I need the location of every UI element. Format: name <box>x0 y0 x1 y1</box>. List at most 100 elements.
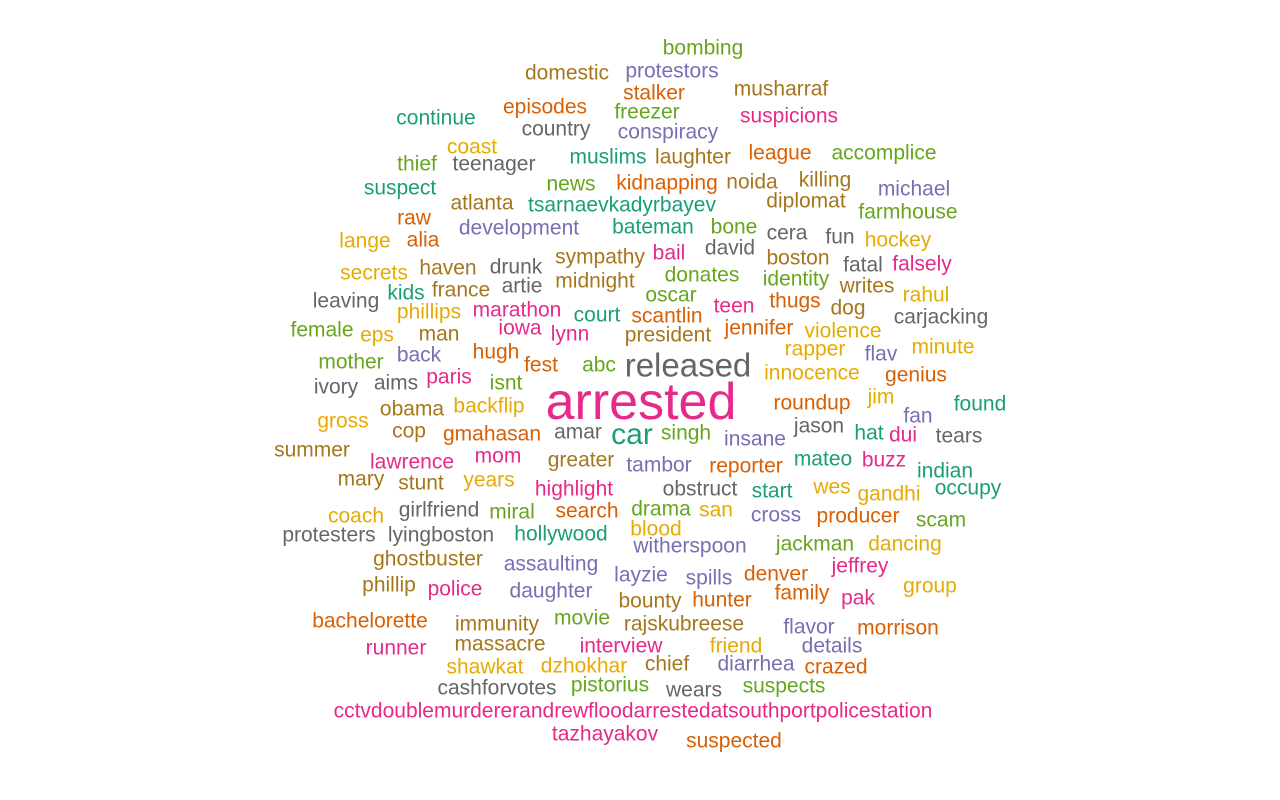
word-10: suspicions <box>739 104 839 128</box>
word-163: details <box>801 634 863 658</box>
word-55: writes <box>839 274 895 298</box>
word-69: man <box>418 322 460 346</box>
word-134: hollywood <box>514 522 608 546</box>
word-89: jim <box>867 385 895 409</box>
word-85: ivory <box>313 375 359 399</box>
word-158: morrison <box>857 616 939 640</box>
word-56: rahul <box>902 283 950 307</box>
word-64: teen <box>713 294 755 318</box>
word-35: bateman <box>612 215 694 239</box>
word-54: identity <box>762 267 830 291</box>
word-99: amar <box>554 420 602 444</box>
word-149: bounty <box>618 589 682 613</box>
word-53: donates <box>664 263 740 287</box>
word-124: girlfriend <box>398 498 480 522</box>
word-30: diplomat <box>766 189 846 213</box>
word-57: leaving <box>312 289 380 313</box>
word-17: thief <box>397 152 437 176</box>
word-8: episodes <box>502 95 588 119</box>
word-90: found <box>953 392 1007 416</box>
word-83: innocence <box>764 361 860 385</box>
word-74: violence <box>804 319 882 343</box>
word-173: cctvdoublemurdererandrewfloodarrestedats… <box>333 699 933 723</box>
word-98: gmahasan <box>442 422 542 446</box>
word-150: hunter <box>692 588 752 612</box>
word-11: continue <box>396 106 476 130</box>
word-84: genius <box>885 363 947 387</box>
word-121: gandhi <box>857 482 921 506</box>
word-43: drunk <box>489 255 543 279</box>
word-87: paris <box>426 365 472 389</box>
word-24: noida <box>726 170 778 194</box>
word-27: raw <box>397 206 431 230</box>
word-25: killing <box>798 168 852 192</box>
word-135: blood <box>630 517 682 541</box>
word-175: suspected <box>686 729 782 753</box>
word-94: obama <box>379 397 445 421</box>
word-20: laughter <box>655 145 731 169</box>
word-174: tazhayakov <box>551 722 659 746</box>
word-101: insane <box>724 427 786 451</box>
word-145: layzie <box>614 563 668 587</box>
word-67: female <box>290 318 354 342</box>
word-60: phillips <box>396 300 462 324</box>
word-104: tears <box>935 424 983 448</box>
word-38: fun <box>825 225 855 249</box>
word-102: hat <box>854 421 884 445</box>
word-14: coast <box>446 135 498 159</box>
word-50: france <box>431 278 491 302</box>
word-71: lynn <box>550 322 590 346</box>
word-31: farmhouse <box>858 200 958 224</box>
word-128: san <box>699 498 733 522</box>
word-49: kids <box>387 281 425 305</box>
word-148: group <box>903 574 957 598</box>
word-48: falsely <box>892 252 952 276</box>
word-51: artie <box>501 274 543 298</box>
word-26: michael <box>877 177 951 201</box>
word-78: mother <box>318 350 384 374</box>
word-105: summer <box>274 438 350 462</box>
word-152: pak <box>841 586 875 610</box>
word-110: reporter <box>709 454 783 478</box>
word-42: haven <box>419 256 477 280</box>
word-62: court <box>573 303 621 327</box>
word-100: singh <box>660 421 712 445</box>
word-120: wes <box>813 475 851 499</box>
word-68: eps <box>360 323 394 347</box>
word-95: backflip <box>453 394 525 418</box>
word-2: car <box>611 418 653 451</box>
word-171: wears <box>665 678 723 702</box>
word-5: protestors <box>625 59 719 83</box>
word-9: freezer <box>614 100 680 124</box>
word-136: witherspoon <box>633 534 747 558</box>
word-33: alia <box>406 228 440 252</box>
word-166: chief <box>644 652 690 676</box>
word-140: assaulting <box>503 552 599 576</box>
word-165: dzhokhar <box>540 654 628 678</box>
word-118: obstruct <box>662 477 738 501</box>
word-81: fest <box>524 353 558 377</box>
word-103: dui <box>888 423 918 447</box>
word-167: diarrhea <box>717 652 795 676</box>
word-45: bail <box>652 241 686 265</box>
word-22: news <box>546 172 596 196</box>
word-76: flav <box>864 342 898 366</box>
word-61: marathon <box>472 298 562 322</box>
word-107: mom <box>474 444 522 468</box>
word-0: arrested <box>545 373 737 431</box>
word-114: mary <box>337 467 385 491</box>
word-75: rapper <box>784 337 846 361</box>
word-3: bombing <box>662 36 744 60</box>
word-137: jackman <box>775 532 855 556</box>
word-36: bone <box>710 215 758 239</box>
word-34: development <box>458 216 580 240</box>
word-172: suspects <box>742 674 826 698</box>
word-157: flavor <box>783 615 835 639</box>
word-146: spills <box>685 566 733 590</box>
word-162: friend <box>709 634 763 658</box>
word-80: hugh <box>472 340 520 364</box>
word-142: phillip <box>362 573 416 597</box>
word-131: scam <box>915 508 967 532</box>
word-46: boston <box>766 246 830 270</box>
word-96: jason <box>793 414 845 438</box>
